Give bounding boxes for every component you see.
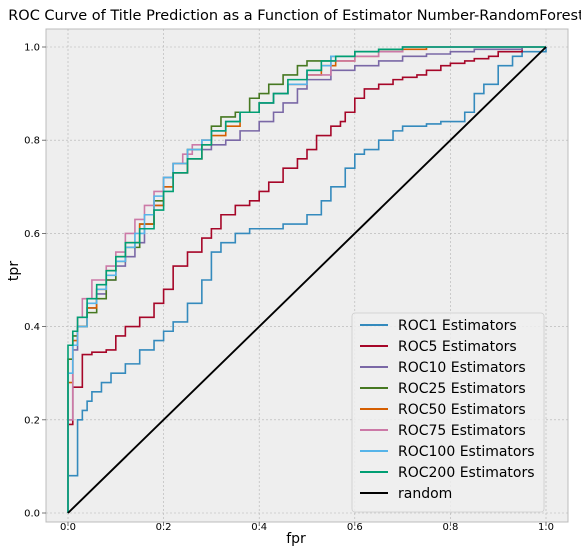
legend-label-roc5-estimators: ROC5 Estimators (398, 339, 517, 355)
legend-label-random: random (398, 486, 452, 502)
x-axis-label: fpr (286, 531, 306, 547)
series-line-roc1-estimators (67, 47, 547, 513)
legend-label-roc200-estimators: ROC200 Estimators (398, 465, 535, 481)
legend-label-roc1-estimators: ROC1 Estimators (398, 318, 517, 334)
x-tick-label: 0.8 (442, 522, 458, 533)
legend-label-roc10-estimators: ROC10 Estimators (398, 360, 526, 376)
y-tick-label: 0.2 (24, 415, 40, 426)
legend: ROC1 Estimators ROC5 Estimators ROC10 Esti… (351, 312, 545, 513)
legend-label-roc75-estimators: ROC75 Estimators (398, 423, 526, 439)
series-line-roc200-estimators (67, 46, 546, 513)
legend-label-roc50-estimators: ROC50 Estimators (398, 402, 526, 418)
series-line-random (67, 46, 547, 514)
series-line-roc5-estimators (67, 46, 546, 513)
x-tick-label: 0.4 (251, 522, 267, 533)
y-tick-label: 0.4 (24, 322, 40, 333)
y-tick-label: 0.8 (24, 136, 40, 147)
x-tick-label: 0.2 (156, 522, 172, 533)
y-tick-label: 0.0 (24, 509, 40, 520)
x-tick-label: 0.0 (60, 522, 76, 533)
x-tick-label: 0.6 (347, 522, 363, 533)
x-tick-label: 1.0 (538, 522, 554, 533)
chart-title: ROC Curve of Title Prediction as a Funct… (8, 8, 581, 24)
legend-box (351, 312, 545, 513)
legend-label-roc100-estimators: ROC100 Estimators (398, 444, 535, 460)
axis-ticks: 0.0 0.2 0.4 0.6 0.8 1.0 0.0 0.2 0.4 0.6 0.8 1.0 (24, 43, 554, 534)
legend-label-roc25-estimators: ROC25 Estimators (398, 381, 526, 397)
series-layer (67, 46, 547, 514)
y-tick-label: 0.6 (24, 229, 40, 240)
grid-lines (46, 29, 568, 522)
y-axis-label: tpr (6, 261, 22, 281)
y-tick-label: 1.0 (24, 43, 40, 54)
